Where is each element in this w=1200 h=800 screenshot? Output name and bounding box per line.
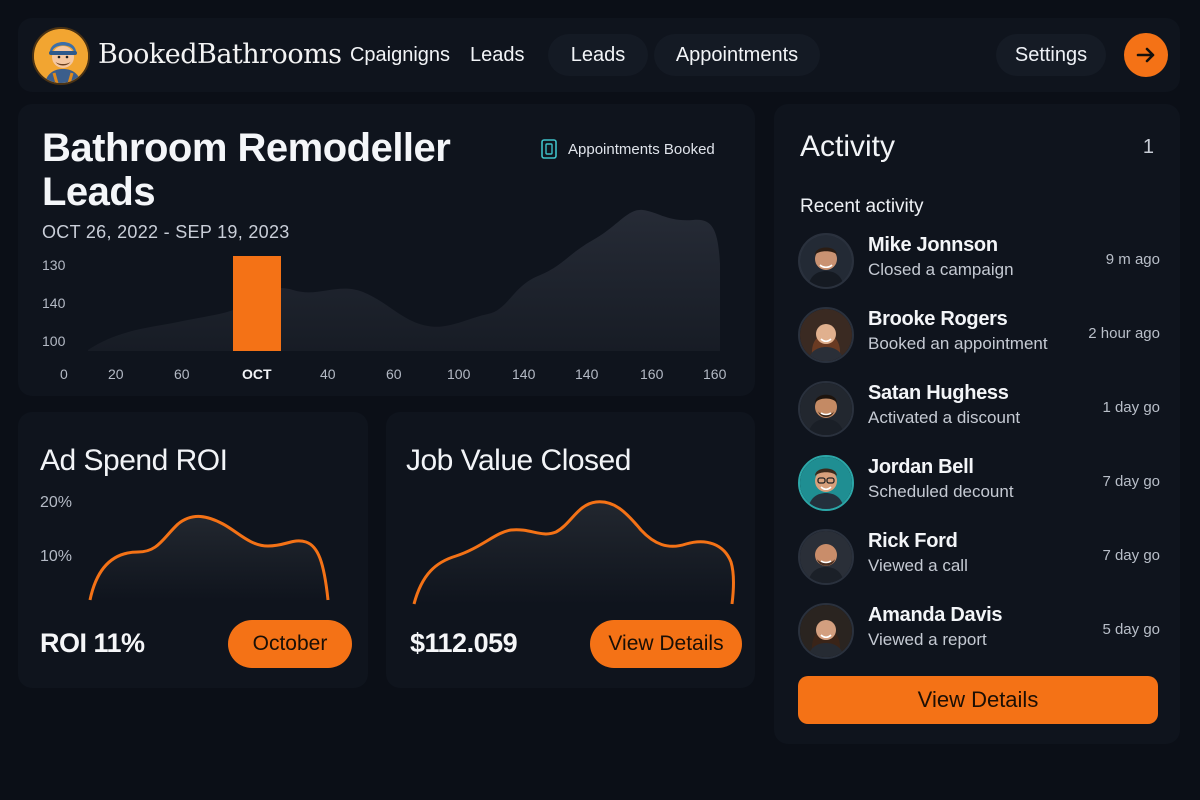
document-icon (541, 139, 557, 159)
leads-area-chart: 130 140 100 0 20 60 OCT 40 60 100 140 14… (42, 209, 727, 382)
activity-item[interactable]: Mike Jonnson Closed a campaign 9 m ago (798, 231, 1160, 291)
job-value-title: Job Value Closed (406, 444, 631, 477)
activity-user-name: Jordan Bell (868, 456, 974, 478)
activity-item[interactable]: Satan Hughess Activated a discount 1 day… (798, 379, 1160, 439)
roi-title: Ad Spend ROI (40, 444, 228, 477)
roi-line (88, 515, 330, 601)
activity-time: 1 day go (1102, 399, 1160, 416)
avatar (798, 233, 854, 289)
activity-item[interactable]: Rick Ford Viewed a call 7 day go (798, 527, 1160, 587)
leads-card: Bathroom Remodeller Leads OCT 26, 2022 -… (18, 104, 755, 396)
x-tick-label: 20 (108, 366, 124, 382)
ad-spend-roi-card: Ad Spend ROI 20% 10% ROI 11% October (18, 412, 368, 688)
brand-name: BookedBathrooms (98, 39, 342, 70)
job-value-area-chart (412, 500, 735, 605)
activity-description: Closed a campaign (868, 260, 1014, 279)
x-tick-label: 140 (512, 366, 536, 382)
appointments-booked-label: Appointments Booked (568, 140, 715, 158)
settings-button[interactable]: Settings (996, 34, 1106, 76)
activity-view-details-button[interactable]: View Details (798, 676, 1158, 724)
roi-y-tick: 20% (40, 494, 72, 511)
nav-appointments[interactable]: Appointments (654, 34, 820, 76)
roi-y-tick: 10% (40, 548, 72, 565)
highlight-bar-oct (233, 256, 281, 351)
activity-item[interactable]: Jordan Bell Scheduled decount 7 day go (798, 453, 1160, 513)
leads-title: Bathroom Remodeller Leads (42, 126, 451, 214)
activity-description: Scheduled decount (868, 482, 1014, 501)
avatar (798, 381, 854, 437)
activity-description: Viewed a call (868, 556, 968, 575)
appointments-booked-badge[interactable]: Appointments Booked (540, 134, 715, 164)
activity-panel: Activity 1 Recent activity Mike Jonnson … (774, 104, 1180, 744)
x-tick-label: 60 (386, 366, 402, 382)
job-value-amount: $112.059 (410, 628, 518, 658)
activity-description: Activated a discount (868, 408, 1021, 427)
x-tick-label: 0 (60, 366, 68, 382)
job-value-closed-card: Job Value Closed $112.059 View Details (386, 412, 755, 688)
job-value-area-fill (414, 501, 734, 604)
nav-leads-secondary[interactable]: Leads (548, 34, 648, 76)
leads-date-range: OCT 26, 2022 - SEP 19, 2023 (42, 222, 290, 242)
activity-user-name: Satan Hughess (868, 382, 1009, 404)
x-tick-label: 160 (703, 366, 727, 382)
activity-time: 7 day go (1102, 473, 1160, 490)
activity-time: 2 hour ago (1088, 325, 1160, 342)
activity-time: 9 m ago (1105, 251, 1160, 268)
y-tick-label: 100 (42, 333, 66, 349)
roi-value: ROI 11% (40, 628, 145, 658)
leads-area-series (88, 209, 720, 351)
activity-time: 7 day go (1102, 547, 1160, 564)
activity-item[interactable]: Amanda Davis Viewed a report 5 day go (798, 601, 1160, 661)
activity-description: Viewed a report (868, 630, 987, 649)
avatar (798, 603, 854, 659)
roi-area-fill (90, 516, 328, 600)
roi-area-chart: 20% 10% (40, 494, 330, 601)
x-tick-label-highlight: OCT (242, 366, 272, 382)
avatar (798, 455, 854, 511)
x-tick-label: 100 (447, 366, 471, 382)
activity-user-name: Amanda Davis (868, 604, 1003, 626)
activity-user-name: Brooke Rogers (868, 308, 1008, 330)
job-value-line (412, 500, 735, 605)
avatar (798, 529, 854, 585)
y-tick-label: 130 (42, 257, 66, 273)
activity-time: 5 day go (1102, 621, 1160, 638)
x-tick-label: 40 (320, 366, 336, 382)
avatar (798, 307, 854, 363)
top-navigation-bar: BookedBathrooms Cpaignigns Leads Leads A… (18, 18, 1180, 92)
job-view-details-button[interactable]: View Details (590, 620, 742, 668)
activity-description: Booked an appointment (868, 334, 1048, 353)
x-tick-label: 60 (174, 366, 190, 382)
nav-leads[interactable]: Leads (470, 43, 525, 66)
x-tick-label: 140 (575, 366, 599, 382)
october-button[interactable]: October (228, 620, 352, 668)
activity-item[interactable]: Brooke Rogers Booked an appointment 2 ho… (798, 305, 1160, 365)
activity-user-name: Rick Ford (868, 530, 958, 552)
y-tick-label: 140 (42, 295, 66, 311)
nav-campaigns[interactable]: Cpaignigns (349, 43, 451, 66)
recent-activity-heading: Recent activity (800, 196, 924, 217)
activity-count: 1 (1142, 136, 1154, 158)
activity-title: Activity (800, 130, 896, 163)
arrow-right-icon[interactable] (1124, 33, 1168, 77)
brand-logo-icon[interactable] (32, 27, 90, 85)
activity-user-name: Mike Jonnson (868, 234, 998, 256)
x-tick-label: 160 (640, 366, 664, 382)
